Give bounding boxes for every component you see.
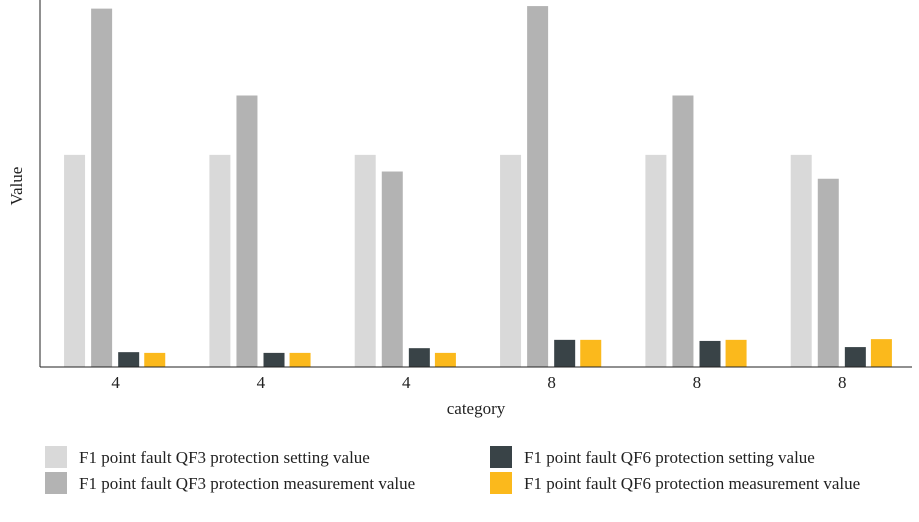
bar <box>91 8 113 368</box>
bar <box>434 352 456 367</box>
legend-item: F1 point fault QF3 protection setting va… <box>45 445 445 470</box>
bar <box>408 348 430 367</box>
bar <box>672 95 694 367</box>
legend-swatch <box>490 472 512 494</box>
bar <box>844 347 866 367</box>
legend-swatch <box>45 472 67 494</box>
legend-swatch <box>45 446 67 468</box>
bar <box>118 352 140 367</box>
x-tick-label: 8 <box>838 373 847 392</box>
bar <box>725 339 747 367</box>
bar <box>870 339 892 367</box>
legend-item: F1 point fault QF6 protection measuremen… <box>490 471 890 496</box>
bar <box>554 339 576 367</box>
x-tick-label: 4 <box>402 373 411 392</box>
bar <box>64 154 86 367</box>
x-tick-label: 8 <box>547 373 556 392</box>
bar <box>580 339 602 367</box>
legend-item: F1 point fault QF6 protection setting va… <box>490 445 890 470</box>
y-axis-label: Value <box>7 167 26 206</box>
bar <box>527 6 549 368</box>
legend-swatch <box>490 446 512 468</box>
legend-label: F1 point fault QF3 protection setting va… <box>79 448 370 467</box>
chart: Value category 4 4 4 8 8 8 <box>7 0 912 418</box>
x-axis-label: category <box>447 399 506 418</box>
bar <box>144 352 166 367</box>
bar <box>263 352 285 367</box>
x-tick-label: 8 <box>693 373 702 392</box>
bar <box>209 154 231 367</box>
bar <box>500 154 522 367</box>
x-tick-label: 4 <box>111 373 120 392</box>
legend: F1 point fault QF3 protection setting va… <box>0 440 919 522</box>
bar <box>790 154 812 367</box>
bar <box>699 340 721 367</box>
legend-item: F1 point fault QF3 protection measuremen… <box>45 471 445 496</box>
legend-label: F1 point fault QF6 protection measuremen… <box>524 474 861 493</box>
bar <box>645 154 667 367</box>
bar <box>381 171 403 367</box>
legend-label: F1 point fault QF6 protection setting va… <box>524 448 815 467</box>
bar <box>817 178 839 367</box>
x-tick-label: 4 <box>257 373 266 392</box>
bar <box>354 154 376 367</box>
bar <box>289 352 311 367</box>
legend-label: F1 point fault QF3 protection measuremen… <box>79 474 416 493</box>
bar <box>236 95 258 367</box>
